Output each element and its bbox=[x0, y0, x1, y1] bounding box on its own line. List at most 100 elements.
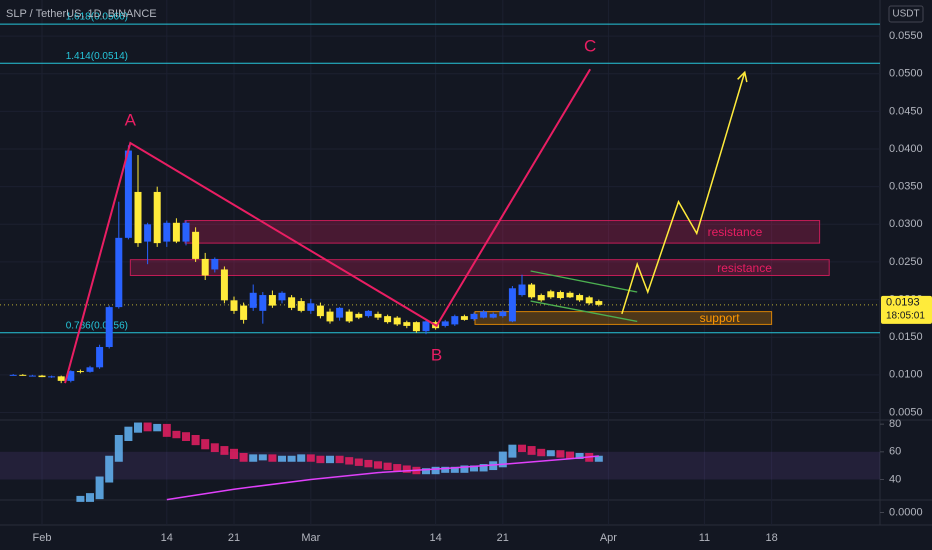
candle-body bbox=[480, 311, 488, 318]
y-tick-label: 0.0450 bbox=[889, 105, 923, 117]
candle-body bbox=[182, 222, 190, 242]
x-tick-label: 21 bbox=[228, 532, 240, 544]
indicator-block bbox=[287, 455, 296, 462]
candle-body bbox=[259, 295, 267, 311]
candle-body bbox=[297, 301, 305, 311]
candle-body bbox=[240, 305, 248, 320]
candle-body bbox=[105, 307, 113, 347]
candle-body bbox=[220, 269, 228, 301]
candle-body bbox=[57, 376, 65, 381]
indicator-tick-label: 60 bbox=[889, 446, 901, 458]
x-tick-label: Apr bbox=[600, 532, 617, 544]
candle-body bbox=[518, 284, 526, 296]
price-tag-box bbox=[881, 295, 932, 324]
zone-label: resistance bbox=[717, 261, 772, 275]
candle-body bbox=[345, 311, 353, 322]
indicator-tick-label: 80 bbox=[889, 418, 901, 430]
candle-body bbox=[451, 316, 459, 325]
candle-body bbox=[86, 367, 94, 372]
indicator-block bbox=[249, 454, 258, 462]
indicator-block bbox=[278, 455, 287, 462]
indicator-block bbox=[114, 434, 123, 462]
candle-body bbox=[19, 374, 27, 376]
indicator-block bbox=[162, 423, 171, 437]
indicator-block bbox=[153, 423, 162, 432]
candle-body bbox=[163, 222, 171, 242]
indicator-block bbox=[220, 446, 229, 455]
candle-body bbox=[384, 316, 392, 323]
candle-body bbox=[355, 313, 363, 318]
grid bbox=[0, 0, 880, 525]
currency: USDT bbox=[892, 9, 919, 20]
candle-body bbox=[393, 317, 401, 325]
indicator-block bbox=[479, 464, 488, 472]
indicator-ma bbox=[166, 455, 599, 501]
candle-body bbox=[508, 288, 516, 322]
indicator-block bbox=[402, 465, 411, 473]
indicator-block bbox=[76, 495, 85, 502]
indicator-block bbox=[258, 454, 267, 461]
indicator-block bbox=[134, 422, 143, 433]
candle-body bbox=[441, 321, 449, 326]
x-tick-label: 11 bbox=[699, 532, 710, 544]
indicator-block bbox=[470, 465, 479, 472]
candle-body bbox=[288, 297, 296, 308]
indicator-block bbox=[537, 448, 546, 457]
candle-body bbox=[470, 313, 478, 320]
candle-body bbox=[192, 231, 200, 259]
candle-body bbox=[28, 375, 36, 377]
indicator-block bbox=[450, 466, 459, 473]
indicator-block bbox=[239, 452, 248, 462]
indicator-block bbox=[201, 439, 210, 450]
indicator-block bbox=[364, 459, 373, 468]
candle-body bbox=[528, 284, 536, 298]
candle-body bbox=[307, 303, 315, 311]
indicator-block bbox=[383, 462, 392, 471]
x-tick-label: 21 bbox=[497, 532, 509, 544]
y-tick-label: 0.0150 bbox=[889, 331, 923, 343]
x-tick-label: 18 bbox=[765, 532, 777, 544]
x-tick-label: Mar bbox=[301, 532, 320, 544]
candle-body bbox=[115, 237, 123, 308]
indicator-block bbox=[441, 466, 450, 473]
y-tick-label: 0.0300 bbox=[889, 218, 923, 230]
candle-body bbox=[556, 292, 564, 299]
candle-body bbox=[460, 316, 468, 320]
candle-body bbox=[566, 292, 574, 298]
indicator-block bbox=[306, 454, 315, 462]
countdown: 18:05:01 bbox=[886, 310, 925, 321]
indicator-block bbox=[594, 455, 603, 462]
indicator-block bbox=[393, 464, 402, 472]
indicator-tick-label: 40 bbox=[889, 473, 901, 485]
wave-label: A bbox=[125, 110, 137, 129]
indicator-block bbox=[316, 455, 325, 464]
indicator-block bbox=[105, 455, 114, 483]
indicator-block bbox=[556, 450, 565, 458]
indicator-block bbox=[326, 455, 335, 464]
indicator-block bbox=[527, 446, 536, 455]
candle-body bbox=[201, 258, 209, 276]
indicator-block bbox=[575, 452, 584, 459]
candle-body bbox=[576, 295, 584, 301]
chart-title: SLP / TetherUS, 1D, BINANCE bbox=[6, 8, 157, 20]
indicator-block bbox=[460, 465, 469, 473]
channel-lower bbox=[530, 300, 638, 323]
y-tick-label: 0.0550 bbox=[889, 30, 923, 42]
indicator-block bbox=[172, 430, 181, 439]
candle-body bbox=[230, 300, 238, 311]
panel3-tick-label: 0.0000 bbox=[889, 506, 923, 518]
indicator-block bbox=[191, 434, 200, 446]
wave-label: C bbox=[584, 37, 596, 56]
arrow-head bbox=[737, 70, 748, 83]
candle-body bbox=[595, 301, 603, 305]
channel-upper bbox=[530, 270, 638, 293]
candle-body bbox=[96, 346, 104, 368]
candle-body bbox=[211, 258, 219, 270]
indicator-block bbox=[86, 493, 95, 502]
candle-body bbox=[48, 376, 56, 378]
candle-body bbox=[268, 295, 276, 306]
zone-label: resistance bbox=[708, 225, 763, 239]
fib-label: 1.618(0.0566) bbox=[66, 12, 128, 23]
indicator-block bbox=[508, 444, 517, 458]
candle-body bbox=[67, 371, 75, 381]
